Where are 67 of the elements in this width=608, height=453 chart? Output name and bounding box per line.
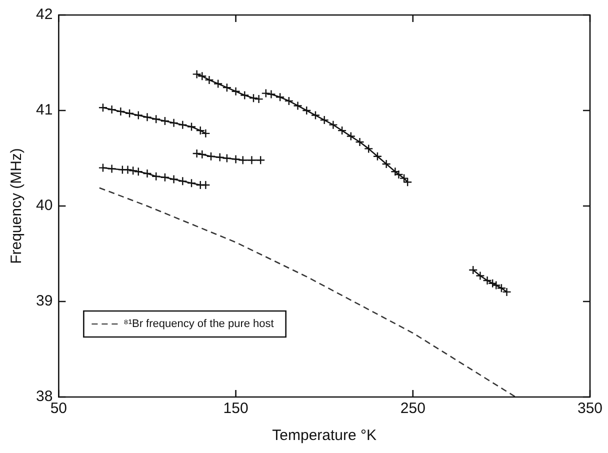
line-series: [98, 187, 516, 397]
point: [123, 165, 132, 174]
point: [151, 172, 161, 181]
point: [320, 115, 329, 125]
point: [206, 152, 216, 161]
point: [142, 112, 152, 122]
point: [213, 79, 223, 88]
point: [372, 152, 382, 161]
point: [169, 174, 178, 184]
point: [337, 126, 347, 136]
point: [247, 156, 256, 165]
point: [134, 167, 143, 176]
point: [134, 110, 143, 120]
point: [238, 156, 248, 165]
point: [261, 88, 270, 98]
point: [248, 93, 258, 103]
point: [107, 104, 116, 114]
point: [222, 82, 232, 92]
y-tick-label: 39: [36, 292, 53, 310]
point: [364, 144, 374, 154]
point: [275, 92, 285, 102]
point: [346, 132, 356, 141]
point: [142, 168, 152, 178]
point: [284, 96, 294, 106]
x-tick-label: 150: [223, 400, 248, 418]
y-tick-label: 42: [36, 6, 53, 24]
point: [124, 108, 134, 118]
point: [302, 106, 312, 116]
y-axis-title: Frequency (MHz): [8, 148, 26, 264]
x-tick-label: 250: [400, 400, 426, 418]
point: [222, 154, 232, 163]
point: [240, 90, 250, 100]
point: [107, 164, 116, 174]
point: [192, 148, 202, 158]
point: [169, 118, 178, 128]
y-tick-label: 38: [36, 388, 53, 406]
point: [355, 137, 364, 147]
point: [178, 176, 188, 186]
point: [254, 94, 264, 104]
point: [186, 178, 196, 188]
point: [231, 154, 240, 164]
point: [215, 152, 224, 162]
x-tick-label: 350: [577, 400, 603, 418]
point: [256, 156, 266, 165]
point: [310, 110, 320, 120]
point: [402, 178, 412, 187]
x-axis-title: Temperature °K: [272, 427, 377, 444]
point: [328, 120, 338, 130]
point: [231, 86, 240, 96]
point: [390, 167, 400, 176]
point: [186, 122, 196, 132]
point: [160, 116, 170, 126]
point: [468, 265, 478, 275]
y-tick-label: 41: [36, 102, 53, 119]
point: [128, 166, 138, 176]
point: [98, 163, 108, 172]
point: [116, 106, 126, 116]
point: [160, 172, 170, 182]
point: [98, 103, 108, 112]
point: [151, 114, 161, 124]
point: [293, 101, 302, 110]
y-tick-label: 40: [36, 197, 53, 214]
x-tick-label: 50: [50, 400, 68, 418]
point: [382, 159, 391, 169]
point: [178, 120, 188, 130]
point: [201, 180, 210, 190]
legend-label: ⁸¹Br frequency of the pure host: [124, 318, 274, 330]
